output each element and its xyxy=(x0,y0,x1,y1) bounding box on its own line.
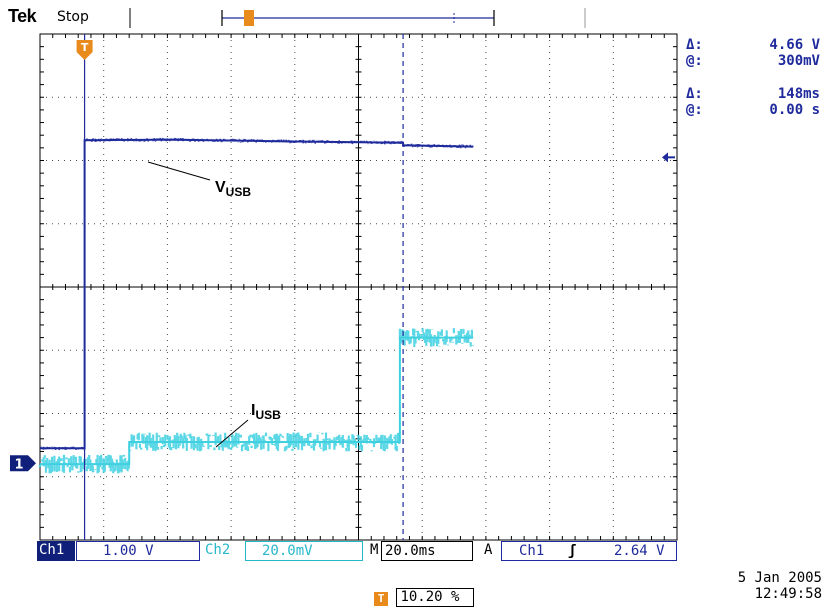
annotation-sub: USB xyxy=(226,185,252,199)
timebase-label: M xyxy=(370,542,379,558)
ch1-ground-marker-label: 1 xyxy=(14,457,23,472)
at-value: 0.00 s xyxy=(769,102,820,118)
trigger-marker-label: T xyxy=(81,41,89,54)
annotation-main: V xyxy=(215,179,226,196)
trigger-level: 2.64 V xyxy=(614,543,665,559)
annotation-leader xyxy=(147,161,211,181)
trigger-box[interactable]: Ch1 ʃ 2.64 V xyxy=(501,541,677,561)
cursor-readout-2: Δ: 148ms @: 0.00 s xyxy=(686,86,820,118)
annotation-label: VUSB xyxy=(215,179,251,199)
record-bar-trigger-icon xyxy=(244,10,254,26)
delta-label: Δ: xyxy=(686,86,703,102)
annotation-label: IUSB xyxy=(251,402,281,422)
annotation-leader xyxy=(215,419,249,448)
trigger-mode: A xyxy=(484,542,493,558)
acquisition-state: Stop xyxy=(57,9,89,25)
record-position-bar xyxy=(129,8,586,28)
trigger-slope-icon: ʃ xyxy=(568,543,577,559)
trigger-marker-icon xyxy=(76,40,93,60)
trigger-position: T 10.20 % xyxy=(374,588,475,607)
ch1-ground-marker-icon xyxy=(10,455,36,472)
time: 12:49:58 xyxy=(754,586,822,602)
trigger-level-arrow-icon xyxy=(662,152,668,163)
trigger-source: Ch1 xyxy=(519,543,545,559)
timebase-scale[interactable]: 20.0ms xyxy=(381,541,473,561)
ch2-label[interactable]: Ch2 xyxy=(205,542,231,558)
brand-logo: Tek xyxy=(8,6,37,26)
annotation-main: I xyxy=(251,402,255,419)
trace-noise-ch2 xyxy=(38,328,475,474)
delta-label: Δ: xyxy=(686,37,703,53)
delta-value: 4.66 V xyxy=(769,37,820,53)
trigger-position-value: 10.20 % xyxy=(396,588,475,607)
date: 5 Jan 2005 xyxy=(737,570,822,586)
at-value: 300mV xyxy=(777,53,820,69)
at-label: @: xyxy=(686,53,703,69)
cursor-readout-1: Δ: 4.66 V @: 300mV xyxy=(686,37,820,69)
delta-value: 148ms xyxy=(777,86,820,102)
trigger-position-icon: T xyxy=(374,592,388,606)
datetime: 5 Jan 2005 12:49:58 xyxy=(704,570,822,602)
graticule-grid xyxy=(39,33,678,541)
markers: T1 xyxy=(10,8,675,540)
trace-noise-ch1 xyxy=(39,137,474,451)
annotation-sub: USB xyxy=(255,408,281,422)
at-label: @: xyxy=(686,102,703,118)
ch2-scale[interactable]: 20.0mV xyxy=(245,541,363,561)
ch1-label[interactable]: Ch1 xyxy=(37,541,75,561)
ch1-scale[interactable]: 1.00 V xyxy=(76,541,200,561)
